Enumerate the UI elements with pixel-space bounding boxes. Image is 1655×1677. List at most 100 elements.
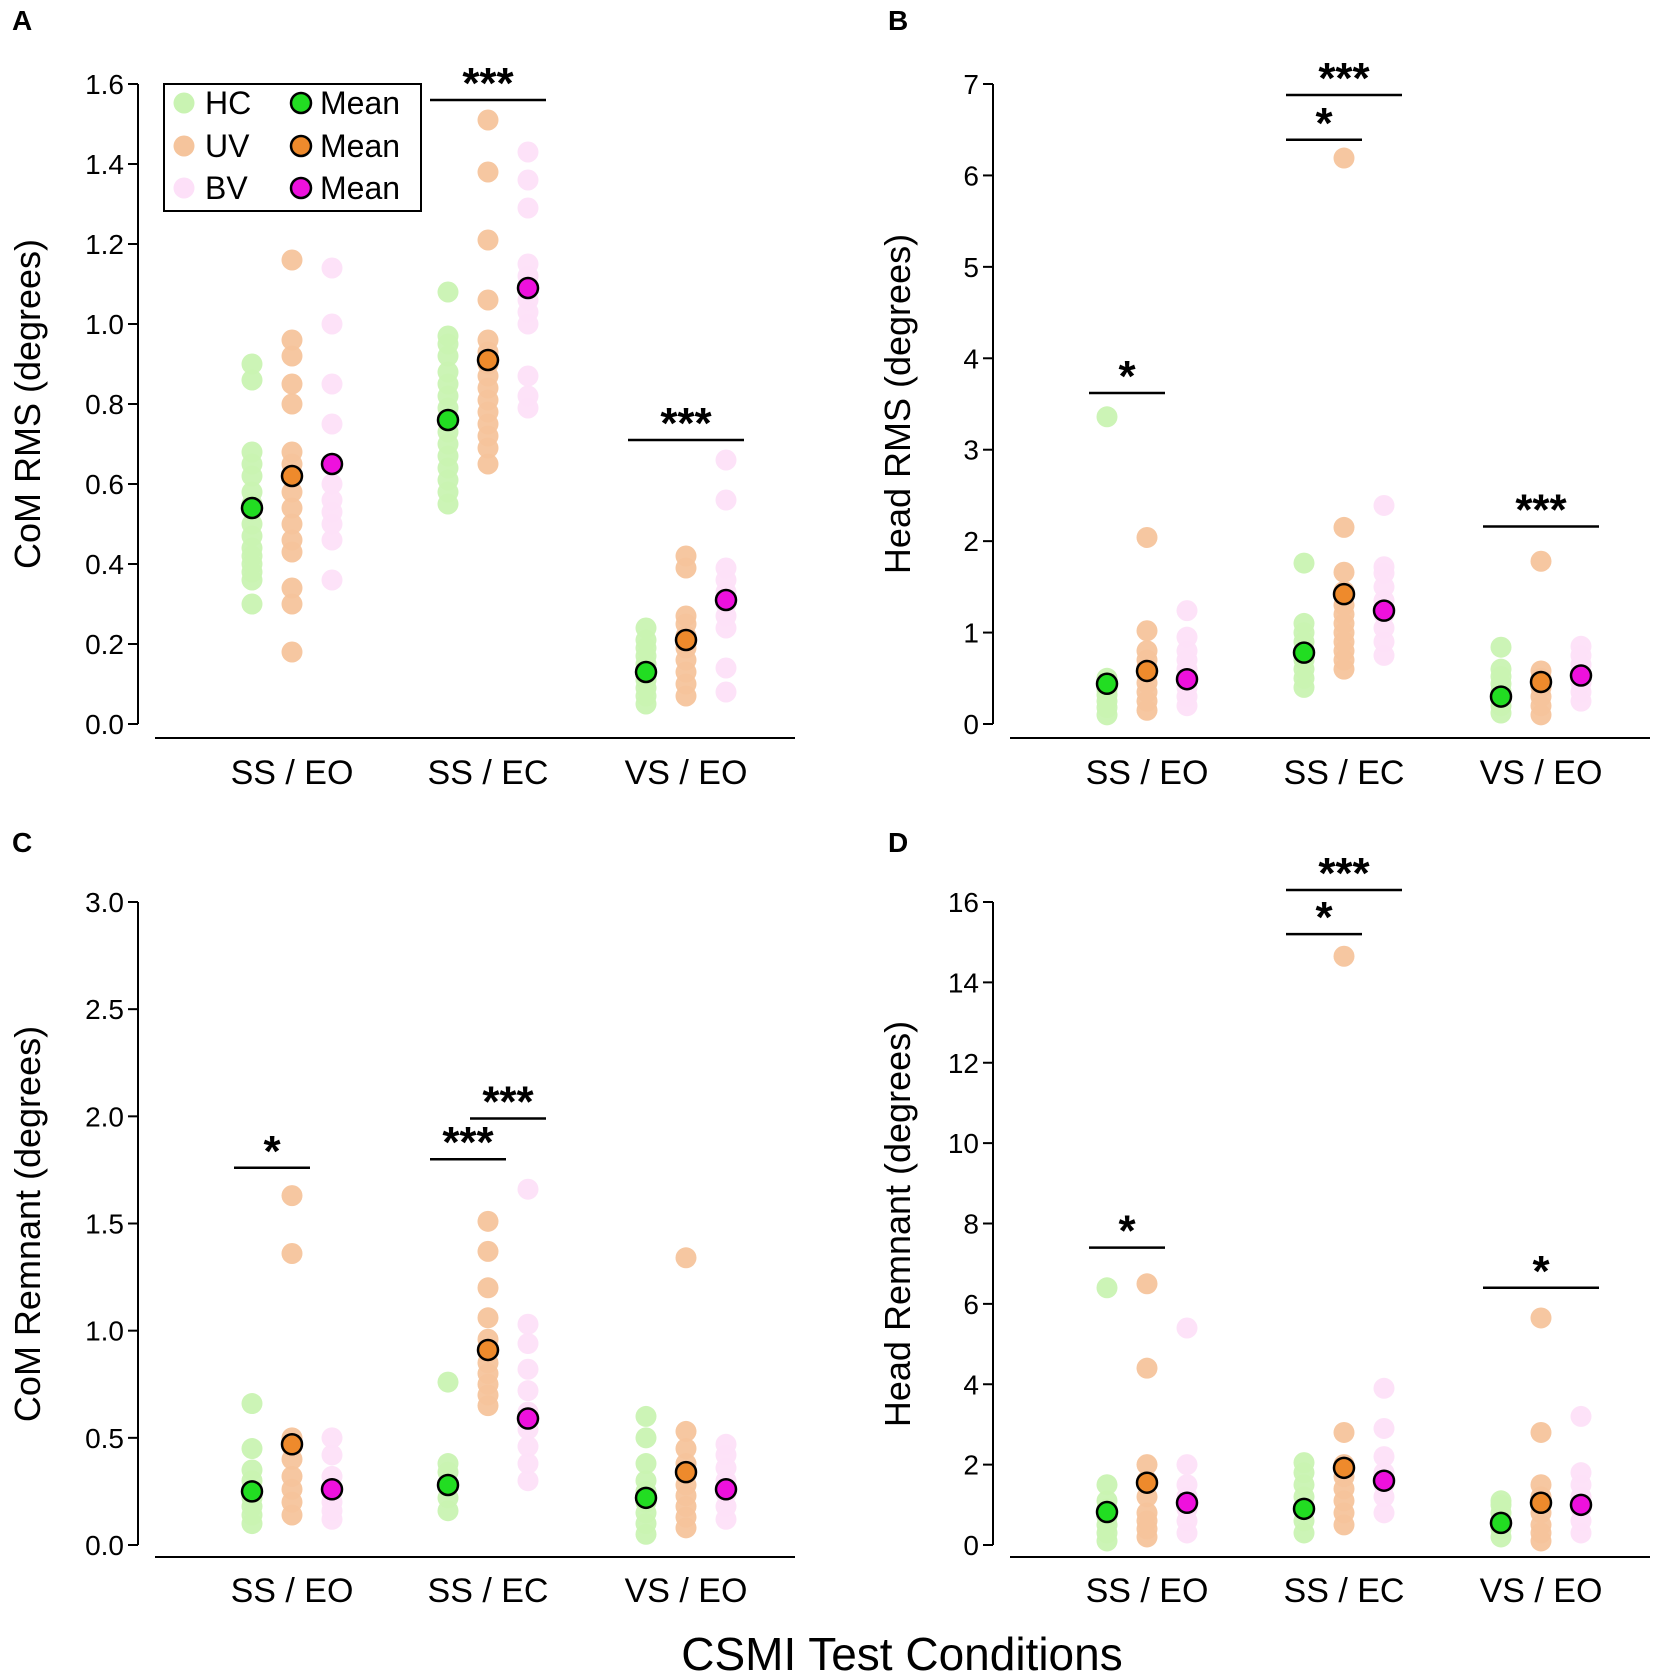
- mean-bv: [1372, 599, 1396, 622]
- point-bv: [517, 1313, 539, 1335]
- category-label: SS / EO: [1086, 1572, 1209, 1610]
- point-bv: [321, 489, 343, 511]
- point-uv: [281, 593, 303, 615]
- category-label: VS / EO: [1480, 1572, 1603, 1610]
- point-bv: [715, 681, 737, 703]
- legend-marker-bv: [173, 177, 195, 199]
- mean-hc: [436, 1473, 460, 1497]
- category-label: VS / EO: [1480, 754, 1603, 792]
- mean-hc: [240, 496, 264, 520]
- y-tick-label: 8: [963, 1209, 979, 1240]
- point-uv: [281, 393, 303, 415]
- legend-marker-mean-hc: [289, 91, 313, 115]
- category-label: SS / EO: [231, 754, 354, 792]
- mean-hc: [436, 408, 460, 432]
- point-uv: [477, 1240, 499, 1262]
- mean-bv: [1372, 1469, 1396, 1492]
- y-tick-label: 0: [963, 1530, 979, 1561]
- point-hc: [635, 1453, 657, 1475]
- y-tick-label: 1.4: [85, 149, 124, 180]
- point-bv: [517, 1435, 539, 1457]
- point-uv: [477, 453, 499, 475]
- point-uv: [281, 345, 303, 367]
- mean-uv: [674, 628, 698, 652]
- point-uv: [281, 577, 303, 599]
- point-uv: [1136, 526, 1158, 548]
- significance-label: ***: [660, 399, 712, 448]
- point-bv: [1176, 1317, 1198, 1339]
- category-label: SS / EC: [428, 754, 549, 792]
- y-tick-label: 1.6: [85, 69, 124, 100]
- point-hc: [1490, 636, 1512, 658]
- legend-marker-mean-bv: [289, 176, 313, 200]
- mean-bv: [320, 1478, 344, 1501]
- y-tick-label: 0.2: [85, 629, 124, 660]
- point-hc: [241, 1459, 263, 1481]
- y-axis-label: CoM RMS (degrees): [7, 239, 48, 569]
- point-bv: [517, 253, 539, 275]
- legend-marker-mean-uv: [289, 134, 313, 158]
- mean-hc: [1292, 641, 1316, 664]
- point-bv: [517, 197, 539, 219]
- point-hc: [1096, 1474, 1118, 1496]
- mean-points: [240, 1338, 738, 1510]
- point-hc: [241, 1393, 263, 1415]
- point-bv: [321, 1427, 343, 1449]
- mean-hc: [1489, 685, 1513, 708]
- point-hc: [241, 1438, 263, 1460]
- point-bv: [715, 1433, 737, 1455]
- point-uv: [281, 249, 303, 271]
- point-bv: [1176, 1454, 1198, 1476]
- mean-bv: [714, 1478, 738, 1501]
- point-bv: [321, 473, 343, 495]
- mean-hc: [240, 1480, 264, 1503]
- category-label: SS / EC: [1284, 754, 1405, 792]
- panel-C: C 0.0 0.5 1.0 1.5 2.0 2.5 3.0 CoM Remnant (degre…: [7, 827, 795, 1610]
- mean-uv: [1332, 582, 1356, 606]
- point-uv: [1136, 1357, 1158, 1379]
- point-hc: [241, 593, 263, 615]
- point-uv: [281, 641, 303, 663]
- significance-label: *: [1315, 99, 1333, 148]
- y-tick-label: 3: [963, 435, 979, 466]
- mean-points: [1095, 1456, 1593, 1535]
- category-label: SS / EO: [231, 1572, 354, 1610]
- panel-letter: D: [888, 827, 908, 858]
- category-label: SS / EC: [1284, 1572, 1405, 1610]
- point-hc: [241, 513, 263, 535]
- mean-uv: [1135, 659, 1159, 683]
- y-tick-label: 2.0: [85, 1101, 124, 1132]
- point-uv: [477, 1307, 499, 1329]
- point-uv: [281, 1185, 303, 1207]
- point-uv: [477, 1277, 499, 1299]
- panel-letter: B: [888, 5, 908, 36]
- point-uv: [477, 329, 499, 351]
- point-uv: [281, 481, 303, 503]
- panel-B: B 0 1 2 3 4 5 6 7 Head RMS (degrees) SS / EO SS / E…: [877, 5, 1650, 792]
- point-bv: [715, 657, 737, 679]
- point-uv: [1136, 640, 1158, 662]
- y-tick-label: 5: [963, 252, 979, 283]
- significance-label: *: [1532, 1247, 1550, 1296]
- point-bv: [517, 1333, 539, 1355]
- y-tick-label: 16: [948, 887, 979, 918]
- point-uv: [281, 529, 303, 551]
- point-bv: [1373, 1377, 1395, 1399]
- mean-uv: [476, 348, 500, 372]
- data-points: [241, 109, 737, 715]
- point-bv: [321, 413, 343, 435]
- point-bv: [321, 569, 343, 591]
- significance-label: *: [1315, 893, 1333, 942]
- mean-points: [1095, 582, 1593, 708]
- point-uv: [281, 373, 303, 395]
- y-axis-label: CoM Remnant (degrees): [7, 1026, 48, 1422]
- point-hc: [437, 1453, 459, 1475]
- mean-bv: [1569, 1493, 1593, 1517]
- point-uv: [281, 1243, 303, 1265]
- point-bv: [517, 365, 539, 387]
- mean-uv: [280, 1433, 304, 1456]
- y-tick-label: 0.6: [85, 469, 124, 500]
- y-tick-label: 2.5: [85, 994, 124, 1025]
- point-bv: [517, 1470, 539, 1492]
